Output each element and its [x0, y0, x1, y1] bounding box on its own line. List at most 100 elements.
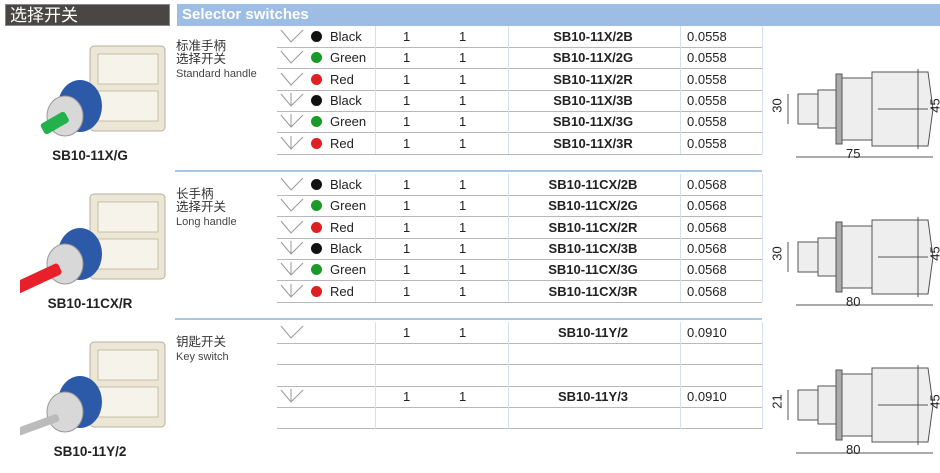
group-separator [175, 318, 762, 320]
weight: 0.0558 [687, 135, 727, 151]
product-model-label: SB10-11Y/2 [53, 444, 127, 459]
two-position-icon [280, 29, 304, 43]
part-number: SB10-11X/2R [553, 71, 633, 87]
color-dot-icon [311, 221, 322, 233]
weight: 0.0568 [687, 240, 727, 256]
contact-no: 1 [403, 114, 411, 130]
color-dot-icon [311, 73, 322, 85]
part-number: SB10-11CX/3G [548, 262, 638, 278]
color-dot-icon [311, 94, 322, 106]
color-name: Black [330, 177, 362, 192]
weight: 0.0910 [687, 388, 727, 404]
column-divider [375, 322, 376, 429]
color-name: Red [330, 71, 354, 87]
three-position-icon [280, 114, 304, 128]
color-name: Red [330, 135, 354, 151]
weight: 0.0910 [687, 325, 727, 340]
dim-width-label: 80 [846, 442, 861, 457]
contact-nc: 1 [459, 219, 467, 235]
table-row: Green 1 1 SB10-11CX/3G 0.0568 [277, 259, 762, 282]
section-title-en: Selector switches [177, 4, 940, 26]
product-image [13, 184, 170, 299]
table-row: Red 1 1 SB10-11X/2R 0.0558 [277, 69, 762, 91]
dimension-drawing: 21 45 80 [768, 360, 940, 465]
table-row: Black 1 1 SB10-11X/2B 0.0558 [277, 26, 762, 48]
column-divider [508, 26, 509, 154]
weight: 0.0558 [687, 71, 727, 87]
color-name: Red [330, 283, 354, 299]
contact-no: 1 [403, 325, 411, 340]
contact-nc: 1 [459, 114, 467, 130]
column-divider [762, 174, 763, 302]
color-name: Green [330, 262, 367, 278]
two-position-icon [280, 72, 304, 86]
group-title-cn-2: 选择开关 [176, 200, 227, 214]
contact-nc: 1 [459, 177, 467, 192]
table-row: Black 1 1 SB10-11CX/3B 0.0568 [277, 238, 762, 260]
color-dot-icon [311, 31, 322, 42]
group-title-cn-2: 选择开关 [176, 52, 227, 66]
table-row [277, 343, 762, 366]
column-divider [680, 174, 681, 302]
two-position-icon [280, 50, 304, 65]
dimension-drawing: 30 45 75 [768, 64, 940, 169]
contact-nc: 1 [459, 92, 467, 108]
two-position-icon [280, 198, 304, 213]
contact-no: 1 [403, 388, 411, 404]
contact-no: 1 [403, 135, 411, 151]
dim-total-height-label: 45 [927, 246, 940, 261]
two-position-icon [280, 325, 304, 339]
weight: 0.0568 [687, 219, 727, 235]
color-name: Black [330, 29, 362, 44]
dim-height-label: 30 [769, 246, 785, 261]
contact-nc: 1 [459, 262, 467, 278]
group-separator [175, 170, 762, 172]
table-row: Green 1 1 SB10-11X/2G 0.0558 [277, 47, 762, 70]
contact-no: 1 [403, 29, 411, 44]
dimension-drawing: 30 45 80 [768, 212, 940, 317]
part-number: SB10-11CX/2R [548, 219, 638, 235]
table-row: Red 1 1 SB10-11X/3R 0.0558 [277, 133, 762, 155]
contact-no: 1 [403, 71, 411, 87]
product-image [20, 36, 170, 151]
table-row [277, 365, 762, 387]
part-number: SB10-11X/3B [553, 92, 633, 108]
contact-nc: 1 [459, 240, 467, 256]
contact-no: 1 [403, 219, 411, 235]
column-divider [680, 26, 681, 154]
three-position-icon [280, 240, 304, 255]
color-name: Black [330, 92, 362, 108]
table-row: Green 1 1 SB10-11CX/2G 0.0568 [277, 195, 762, 218]
color-name: Green [330, 198, 367, 214]
part-number: SB10-11CX/3B [548, 240, 638, 256]
group-title-cn: 钥匙开关 [176, 335, 227, 349]
part-number: SB10-11Y/3 [557, 388, 629, 404]
part-number: SB10-11X/3R [553, 135, 633, 151]
contact-nc: 1 [459, 283, 467, 299]
three-position-icon [280, 262, 304, 276]
contact-nc: 1 [459, 135, 467, 151]
part-number: SB10-11CX/2B [548, 177, 638, 192]
dim-total-height-label: 45 [927, 394, 940, 409]
weight: 0.0568 [687, 262, 727, 278]
part-number: SB10-11Y/2 [557, 325, 629, 340]
color-dot-icon [311, 200, 322, 212]
dim-height-label: 21 [769, 394, 785, 409]
two-position-icon [280, 220, 304, 234]
column-divider [762, 322, 763, 429]
weight: 0.0568 [687, 177, 727, 192]
group-title-cn: 长手柄 [176, 187, 214, 201]
contact-nc: 1 [459, 71, 467, 87]
table-row: Black 1 1 SB10-11X/3B 0.0558 [277, 90, 762, 112]
three-position-icon [280, 92, 304, 107]
contact-no: 1 [403, 92, 411, 108]
contact-nc: 1 [459, 388, 467, 404]
contact-no: 1 [403, 177, 411, 192]
part-number: SB10-11X/2B [553, 29, 633, 44]
weight: 0.0558 [687, 92, 727, 108]
contact-no: 1 [403, 50, 411, 66]
table-row: Green 1 1 SB10-11X/3G 0.0558 [277, 111, 762, 134]
dim-height-label: 30 [769, 98, 785, 113]
section-title-cn: 选择开关 [5, 4, 170, 26]
weight: 0.0568 [687, 198, 727, 214]
